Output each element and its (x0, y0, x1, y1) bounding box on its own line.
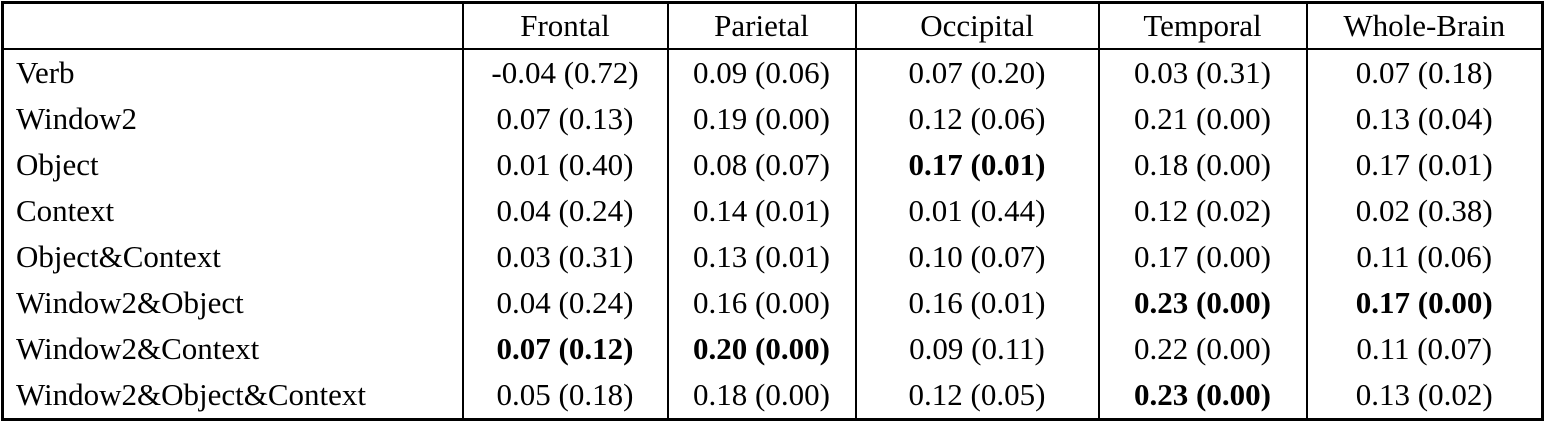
row-label: Window2&Object&Context (1, 372, 464, 420)
row-label: Object&Context (1, 234, 464, 280)
value-cell: 0.17 (0.01) (1305, 142, 1544, 188)
value-cell: 0.11 (0.07) (1305, 326, 1544, 372)
table-row: Window2&Object 0.04 (0.24) 0.16 (0.00) 0.16… (1, 280, 1544, 326)
value-cell: 0.07 (0.20) (854, 49, 1100, 96)
value-cell: 0.08 (0.07) (666, 142, 857, 188)
value-cell: 0.01 (0.44) (854, 188, 1100, 234)
value-cell: 0.16 (0.00) (666, 280, 857, 326)
header-row: Frontal Parietal Occipital Temporal Whole-Br… (1, 2, 1544, 50)
corner-cell (1, 2, 464, 50)
value-cell: 0.13 (0.02) (1305, 372, 1544, 420)
column-header-frontal: Frontal (461, 2, 669, 50)
value-cell: 0.17 (0.00) (1097, 234, 1308, 280)
value-cell: 0.03 (0.31) (1097, 49, 1308, 96)
value-cell: 0.14 (0.01) (666, 188, 857, 234)
value-cell-bold: 0.17 (0.01) (854, 142, 1100, 188)
table-body: Verb -0.04 (0.72) 0.09 (0.06) 0.07 (0.20) 0.… (1, 49, 1544, 420)
value-cell-bold: 0.23 (0.00) (1097, 372, 1308, 420)
value-cell: 0.19 (0.00) (666, 96, 857, 142)
column-header-whole-brain: Whole-Brain (1305, 2, 1544, 50)
value-cell: 0.09 (0.11) (854, 326, 1100, 372)
column-header-occipital: Occipital (854, 2, 1100, 50)
value-cell: 0.04 (0.24) (461, 280, 669, 326)
value-cell: 0.22 (0.00) (1097, 326, 1308, 372)
value-cell: 0.12 (0.02) (1097, 188, 1308, 234)
value-cell: 0.12 (0.06) (854, 96, 1100, 142)
value-cell-bold: 0.07 (0.12) (461, 326, 669, 372)
value-cell: 0.12 (0.05) (854, 372, 1100, 420)
value-cell: 0.18 (0.00) (666, 372, 857, 420)
value-cell: 0.10 (0.07) (854, 234, 1100, 280)
value-cell: 0.04 (0.24) (461, 188, 669, 234)
value-cell: 0.18 (0.00) (1097, 142, 1308, 188)
value-cell: 0.13 (0.01) (666, 234, 857, 280)
value-cell-bold: 0.20 (0.00) (666, 326, 857, 372)
row-label: Object (1, 142, 464, 188)
value-cell: 0.05 (0.18) (461, 372, 669, 420)
value-cell: 0.21 (0.00) (1097, 96, 1308, 142)
table-row: Window2&Object&Context 0.05 (0.18) 0.18 (0… (1, 372, 1544, 420)
row-label: Window2&Object (1, 280, 464, 326)
value-cell-bold: 0.23 (0.00) (1097, 280, 1308, 326)
table-row: Object 0.01 (0.40) 0.08 (0.07) 0.17 (0.01) 0… (1, 142, 1544, 188)
column-header-temporal: Temporal (1097, 2, 1308, 50)
value-cell: -0.04 (0.72) (461, 49, 669, 96)
row-label: Verb (1, 49, 464, 96)
value-cell: 0.16 (0.01) (854, 280, 1100, 326)
value-cell: 0.07 (0.18) (1305, 49, 1544, 96)
table-row: Context 0.04 (0.24) 0.14 (0.01) 0.01 (0.44)… (1, 188, 1544, 234)
value-cell: 0.09 (0.06) (666, 49, 857, 96)
value-cell: 0.01 (0.40) (461, 142, 669, 188)
value-cell: 0.07 (0.13) (461, 96, 669, 142)
row-label: Window2&Context (1, 326, 464, 372)
table-row: Window2 0.07 (0.13) 0.19 (0.00) 0.12 (0.06)… (1, 96, 1544, 142)
value-cell: 0.11 (0.06) (1305, 234, 1544, 280)
column-header-parietal: Parietal (666, 2, 857, 50)
table-row: Object&Context 0.03 (0.31) 0.13 (0.01) 0.10… (1, 234, 1544, 280)
value-cell-bold: 0.17 (0.00) (1305, 280, 1544, 326)
value-cell: 0.03 (0.31) (461, 234, 669, 280)
value-cell: 0.02 (0.38) (1305, 188, 1544, 234)
row-label: Context (1, 188, 464, 234)
value-cell: 0.13 (0.04) (1305, 96, 1544, 142)
row-label: Window2 (1, 96, 464, 142)
table-row: Window2&Context 0.07 (0.12) 0.20 (0.00) 0.0… (1, 326, 1544, 372)
table-row: Verb -0.04 (0.72) 0.09 (0.06) 0.07 (0.20) 0.… (1, 49, 1544, 96)
